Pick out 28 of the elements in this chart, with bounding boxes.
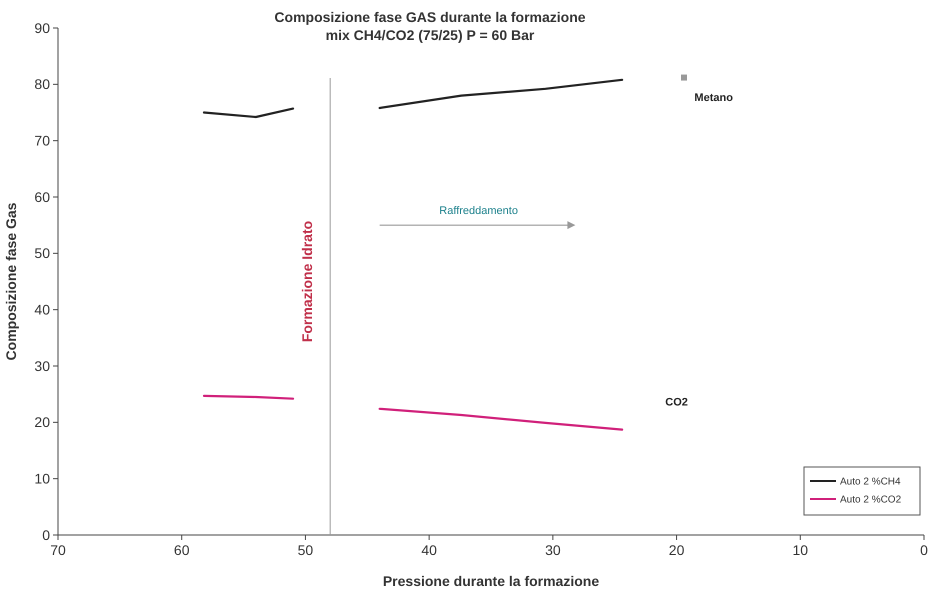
x-tick-label: 50 bbox=[298, 542, 314, 558]
y-axis-title: Composizione fase Gas bbox=[3, 202, 19, 360]
y-tick-label: 90 bbox=[34, 20, 50, 36]
annotation: Raffreddamento bbox=[439, 204, 518, 217]
y-tick-label: 50 bbox=[34, 245, 50, 262]
chart-subtitle: mix CH4/CO2 (75/25) P = 60 Bar bbox=[326, 27, 535, 43]
annotation: CO2 bbox=[665, 396, 688, 408]
y-tick-label: 60 bbox=[34, 188, 50, 205]
x-tick-label: 30 bbox=[545, 542, 561, 558]
y-tick-label: 40 bbox=[34, 302, 50, 318]
x-tick-label: 10 bbox=[792, 542, 808, 558]
x-tick-label: 60 bbox=[174, 542, 190, 558]
y-tick-label: 70 bbox=[34, 132, 50, 149]
x-tick-label: 0 bbox=[920, 542, 928, 558]
ref-line-label: Formazione Idrato bbox=[299, 220, 316, 342]
y-tick-label: 80 bbox=[34, 76, 50, 92]
y-tick-label: 30 bbox=[34, 358, 50, 374]
y-tick-label: 20 bbox=[34, 414, 50, 430]
legend-label: Auto 2 %CH4 bbox=[840, 476, 902, 488]
x-axis-title: Pressione durante la formazione bbox=[382, 573, 600, 589]
chart-title: Composizione fase GAS durante la formazione bbox=[274, 9, 586, 25]
legend-label: Auto 2 %CO2 bbox=[840, 494, 902, 506]
x-tick-label: 20 bbox=[668, 542, 685, 558]
y-tick-label: 10 bbox=[34, 470, 50, 487]
x-tick-label: 70 bbox=[50, 542, 66, 558]
y-tick-label: 0 bbox=[42, 526, 50, 543]
x-tick-label: 40 bbox=[421, 542, 438, 558]
annotation: Metano bbox=[694, 92, 734, 104]
